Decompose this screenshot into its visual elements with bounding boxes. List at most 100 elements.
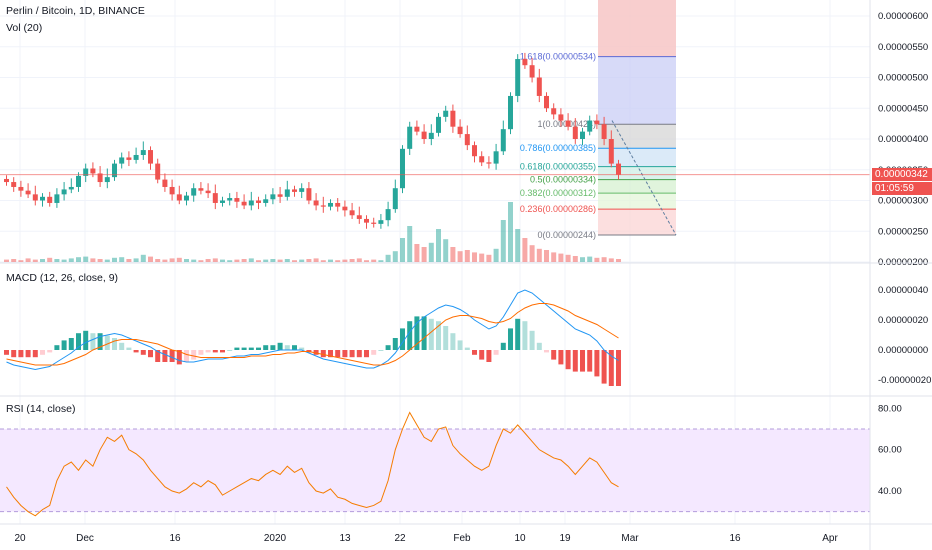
volume-bar (126, 259, 132, 262)
volume-bar (205, 259, 211, 262)
candle-body (522, 59, 528, 66)
volume-bar (47, 257, 53, 262)
time-tick-label: 22 (394, 533, 406, 544)
volume-bar (162, 259, 168, 262)
volume-bar (263, 259, 269, 262)
candle-body (119, 157, 125, 164)
candle-body (320, 205, 326, 207)
volume-bar (306, 259, 312, 262)
candle-body (61, 189, 67, 195)
macd-histogram-bar (508, 328, 513, 350)
macd-histogram-bar (212, 350, 218, 353)
candle-body (306, 188, 312, 201)
volume-bar (284, 259, 290, 262)
macd-histogram-bar (198, 350, 204, 355)
volume-bar (18, 260, 24, 262)
volume-bar (378, 260, 384, 262)
volume-bar (508, 202, 513, 262)
macd-histogram-bar (328, 350, 333, 358)
candle-body (11, 182, 17, 187)
volume-bar (155, 259, 161, 262)
price-tick-label: 0.00000550 (878, 42, 928, 53)
candle-body (565, 120, 571, 127)
fib-level-label: 0.382(0.00000312) (520, 188, 596, 198)
price-tick-label: 0.00000400 (878, 134, 928, 145)
candle-body (32, 194, 38, 201)
macd-tick-label: 0.00000000 (878, 345, 928, 356)
volume-bar (248, 258, 254, 262)
rsi-tick-label: 40.00 (878, 486, 902, 497)
macd-histogram-bar (234, 347, 240, 350)
macd-histogram-bar (25, 350, 31, 358)
candle-body (529, 65, 535, 78)
candle-body (191, 188, 197, 196)
fib-zone (598, 166, 676, 180)
volume-bar (256, 260, 261, 262)
macd-histogram-bar (601, 350, 607, 384)
volume-bar (277, 259, 283, 262)
candle-body (126, 157, 132, 160)
fib-zone (598, 148, 676, 167)
volume-bar (536, 248, 542, 262)
volume-bar (97, 259, 103, 262)
macd-histogram-bar (443, 326, 449, 350)
volume-bar (544, 250, 549, 262)
volume-bar (472, 252, 477, 262)
volume-bar (299, 259, 305, 262)
volume-bar (241, 259, 247, 262)
macd-histogram-bar (176, 350, 182, 365)
volume-bar (61, 259, 67, 262)
volume-bar (140, 254, 146, 262)
macd-histogram-bar (479, 350, 485, 360)
candle-body (212, 193, 218, 203)
candle-body (407, 126, 413, 149)
volume-bar (349, 259, 355, 262)
rsi-label[interactable]: RSI (14, close) (6, 403, 76, 415)
candle-body (544, 95, 549, 109)
macd-histogram-bar (284, 345, 290, 350)
macd-histogram-bar (378, 350, 384, 351)
volume-bar (421, 247, 427, 262)
candle-body (155, 163, 161, 180)
macd-histogram-bar (169, 350, 175, 362)
candle-body (47, 196, 53, 203)
signal-line (6, 303, 619, 366)
candle-body (184, 195, 189, 201)
time-tick-label: 10 (514, 533, 526, 544)
macd-label[interactable]: MACD (12, 26, close, 9) (6, 272, 119, 284)
price-tick-label: 0.00000500 (878, 73, 928, 84)
macd-histogram-bar (522, 321, 528, 350)
candle-body (40, 196, 45, 201)
macd-histogram-bar (162, 350, 168, 362)
symbol-title[interactable]: Perlin / Bitcoin, 1D, BINANCE (6, 5, 145, 17)
volume-bar (515, 229, 521, 262)
macd-histogram-bar (61, 340, 67, 350)
fibonacci-extension[interactable]: 1.618(0.00000534)1(0.00000424)0.786(0.00… (520, 0, 677, 240)
volume-bar (313, 258, 319, 262)
volume-bar (328, 259, 333, 262)
macd-histogram-bar (428, 318, 434, 350)
fib-level-label: 0(0.00000244) (537, 230, 596, 240)
fib-level-label: 0.618(0.00000355) (520, 162, 596, 172)
fib-level-label: 0.5(0.00000334) (530, 175, 596, 185)
macd-histogram-bar (392, 338, 398, 350)
last-price-badge: 0.00000342 (872, 168, 932, 181)
candle-body (97, 173, 103, 183)
volume-bar (414, 244, 420, 262)
macd-histogram-bar (565, 350, 571, 370)
macd-histogram-bar (486, 350, 492, 362)
candle-body (18, 186, 24, 191)
volume-bar (270, 259, 276, 262)
macd-histogram-bar (277, 342, 283, 350)
candle-body (234, 198, 240, 202)
volume-bar (169, 258, 175, 262)
macd-histogram-bar (515, 318, 521, 350)
time-tick-label: Feb (453, 533, 471, 544)
volume-bar (464, 250, 470, 262)
candle-body (356, 215, 362, 219)
volume-bar (601, 257, 607, 262)
volume-label[interactable]: Vol (20) (6, 22, 43, 34)
fib-zone (598, 56, 676, 125)
